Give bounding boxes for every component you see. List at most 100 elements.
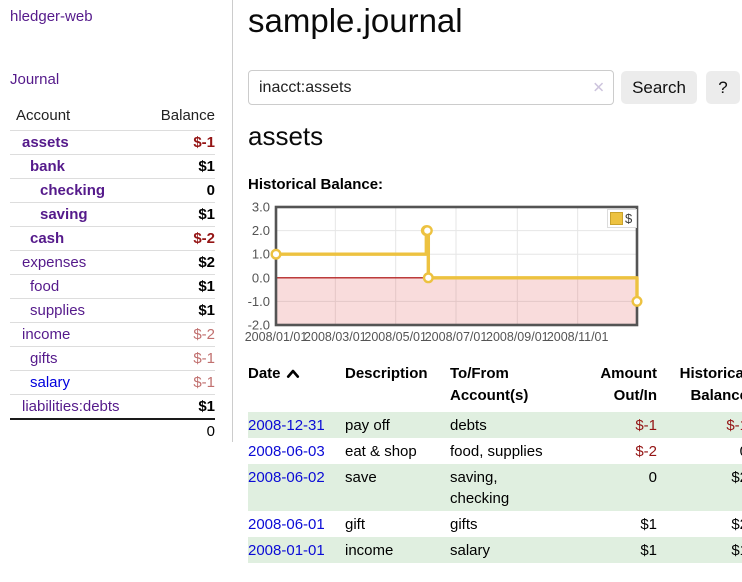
account-row: saving $1 (10, 202, 215, 226)
transaction-accounts: saving, checking (450, 468, 510, 507)
transaction-balance: $2 (731, 515, 742, 533)
account-balance: $1 (198, 206, 215, 223)
legend-label: $ (625, 211, 633, 226)
column-date[interactable]: Date (248, 363, 345, 406)
account-balance: $1 (198, 158, 215, 175)
account-balance: $1 (198, 302, 215, 319)
transaction-description: gift (345, 515, 366, 533)
accounts-total-value: 0 (206, 422, 215, 440)
main-content: sample.journal ✕ Search ? assets Histori… (233, 0, 742, 582)
account-row: checking 0 (10, 178, 215, 202)
search-input-wrap: ✕ (248, 70, 614, 105)
account-balance: $-1 (193, 374, 215, 391)
sidebar-account-salary[interactable]: salary (30, 374, 71, 391)
plot-border (274, 205, 639, 327)
y-axis-tick-label: 3.0 (252, 200, 270, 215)
account-balance: $2 (198, 254, 215, 271)
x-axis-tick-label: 2008/07/01 (425, 330, 488, 344)
transaction-balance: 0 (657, 441, 742, 462)
data-point-marker (631, 295, 643, 307)
transaction-amount: 0 (648, 468, 657, 486)
transaction-description: save (345, 468, 377, 486)
sidebar-account-supplies[interactable]: supplies (30, 302, 86, 319)
transaction-date-link[interactable]: 2008-06-02 (248, 468, 325, 486)
column-balance[interactable]: Historical Balance (679, 365, 742, 404)
column-description[interactable]: Description (345, 365, 428, 382)
sidebar-account-bank[interactable]: bank (30, 158, 66, 175)
legend-swatch (610, 212, 623, 225)
x-axis-tick-label: 2008/03/01 (304, 330, 367, 344)
transaction-date-link[interactable]: 2008-12-31 (248, 416, 325, 434)
x-axis-tick-label: 2008/05/01 (364, 330, 427, 344)
sidebar-account-gifts[interactable]: gifts (30, 350, 58, 367)
sidebar-item-journal[interactable]: Journal (10, 71, 60, 88)
sidebar-account-saving[interactable]: saving (40, 206, 88, 223)
transaction-date-link[interactable]: 2008-01-01 (248, 541, 325, 559)
accounts-total-row: 0 (10, 418, 215, 442)
transaction-row: 2008-06-02 save saving, checking 0 $2 (248, 464, 742, 511)
search-input[interactable] (248, 70, 614, 105)
app-title-link[interactable]: hledger-web (10, 8, 93, 25)
account-row: supplies $1 (10, 298, 215, 322)
sidebar-account-food[interactable]: food (30, 278, 60, 295)
transaction-amount: $1 (640, 541, 657, 559)
transaction-amount: $-2 (635, 442, 657, 460)
transaction-date: 2008-06-03 (248, 441, 345, 462)
x-axis-tick-label: 2008/11/01 (547, 330, 609, 344)
accounts-column-balance: Balance (160, 107, 215, 124)
transaction-accounts: salary (450, 541, 491, 559)
transaction-date: 2008-06-02 (248, 467, 345, 509)
account-row: gifts $-1 (10, 346, 215, 370)
account-row: salary $-1 (10, 370, 215, 394)
transactions-table: Date Description To/From Account(s) Amou… (248, 363, 742, 563)
account-row: liabilities:debts $1 (10, 394, 215, 418)
transaction-accounts: gifts (450, 515, 478, 533)
sidebar-account-liabilities-debts[interactable]: liabilities:debts (22, 398, 120, 415)
sidebar-account-cash[interactable]: cash (30, 230, 65, 247)
search-bar: ✕ Search ? (248, 70, 740, 105)
accounts-column-account: Account (16, 107, 71, 124)
transaction-balance: $-1 (726, 416, 742, 434)
data-point-marker (422, 272, 434, 284)
transaction-date-link[interactable]: 2008-06-03 (248, 442, 325, 460)
transaction-description: income (345, 541, 394, 559)
account-row: expenses $2 (10, 250, 215, 274)
transaction-accounts: food, supplies (450, 442, 543, 460)
transaction-date: 2008-12-31 (248, 415, 345, 436)
account-balance: $-1 (193, 134, 215, 151)
sidebar: hledger-web Journal Account Balance asse… (0, 0, 233, 442)
sidebar-account-expenses[interactable]: expenses (22, 254, 87, 271)
column-accounts[interactable]: To/From Account(s) (450, 365, 529, 404)
transaction-amount: $-1 (635, 416, 657, 434)
transaction-description: eat & shop (345, 442, 417, 460)
transaction-description: pay off (345, 416, 390, 434)
clear-search-icon[interactable]: ✕ (592, 79, 605, 97)
transaction-balance: $2 (731, 468, 742, 486)
account-row: cash $-2 (10, 226, 215, 250)
account-row: bank $1 (10, 154, 215, 178)
sidebar-account-assets[interactable]: assets (22, 134, 69, 151)
help-button[interactable]: ? (706, 71, 740, 104)
transaction-date-link[interactable]: 2008-06-01 (248, 515, 325, 533)
transaction-date: 2008-06-01 (248, 514, 345, 535)
column-date-label: Date (248, 365, 281, 382)
search-button[interactable]: Search (621, 71, 697, 104)
historical-balance-chart[interactable]: 3.0 2.0 1.0 0.0 -1.0 -2.02008/01/012008/03/01… (233, 197, 742, 349)
sidebar-account-income[interactable]: income (22, 326, 71, 343)
account-balance: $-1 (193, 350, 215, 367)
transaction-row: 2008-01-01 income salary $1 $1 (248, 537, 742, 563)
sidebar-account-checking[interactable]: checking (40, 182, 106, 199)
y-axis-tick-label: -2.0 (248, 318, 270, 333)
transaction-balance: $1 (731, 541, 742, 559)
x-axis-tick-label: 2008/09/01 (486, 330, 549, 344)
account-balance: $-2 (193, 230, 215, 247)
transaction-row: 2008-12-31 pay off debts $-1 $-1 (248, 412, 742, 438)
account-balance: $1 (198, 278, 215, 295)
column-amount[interactable]: Amount Out/In (600, 365, 657, 404)
transaction-row: 2008-06-01 gift gifts $1 $2 (248, 511, 742, 537)
account-balance: 0 (206, 182, 215, 199)
account-row: income $-2 (10, 322, 215, 346)
transaction-accounts: debts (450, 416, 487, 434)
account-balance: $-2 (193, 326, 215, 343)
